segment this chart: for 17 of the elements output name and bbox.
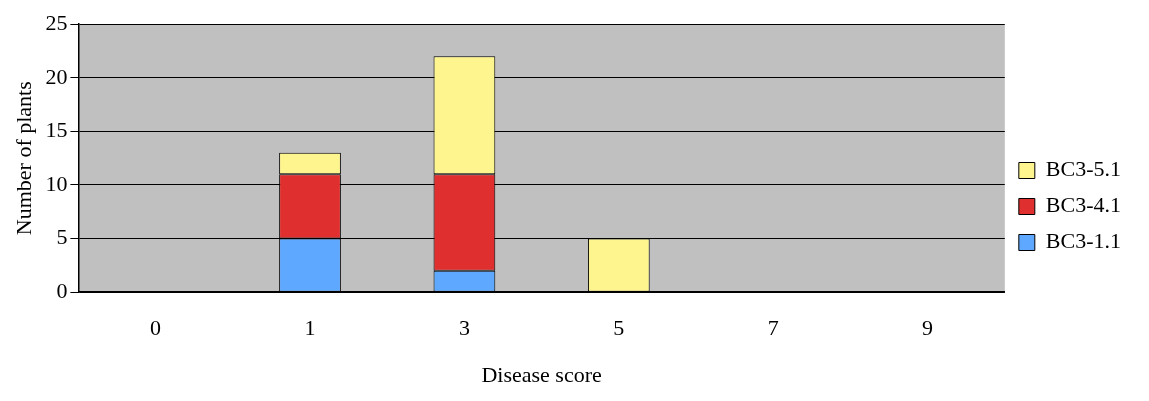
y-tick-label: 20 <box>45 63 68 89</box>
legend-label: BC3-5.1 <box>1045 156 1122 182</box>
x-tick-label: 0 <box>150 315 162 341</box>
x-tick-label: 1 <box>304 315 316 341</box>
y-tick-label: 25 <box>45 9 68 35</box>
x-tick-label: 5 <box>613 315 625 341</box>
y-tick-label: 15 <box>45 117 68 143</box>
legend-label: BC3-1.1 <box>1045 228 1122 254</box>
x-tick-label: 7 <box>767 315 779 341</box>
x-tick-label: 9 <box>922 315 934 341</box>
y-tick-label: 0 <box>56 277 68 303</box>
y-axis-title: Number of plants <box>10 81 36 236</box>
legend-label: BC3-4.1 <box>1045 192 1122 218</box>
y-tick-label: 10 <box>45 170 68 196</box>
x-axis-title: Disease score <box>481 361 602 387</box>
y-tick-label: 5 <box>56 224 68 250</box>
x-tick-label: 3 <box>458 315 470 341</box>
